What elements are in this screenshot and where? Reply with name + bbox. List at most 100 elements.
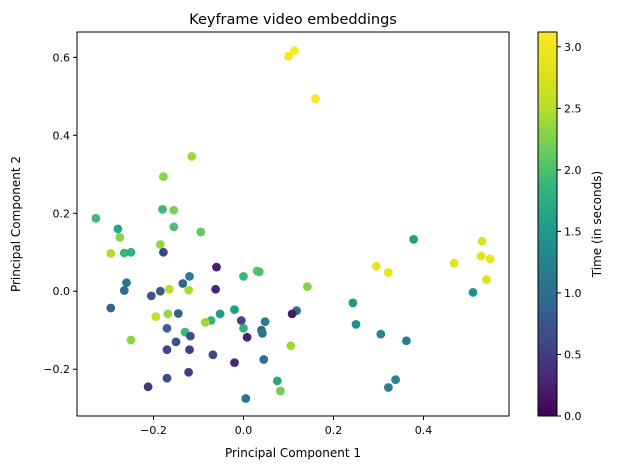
scatter-point-48 — [151, 312, 161, 321]
scatter-point-69 — [259, 355, 269, 364]
scatter-point-46 — [163, 309, 173, 319]
scatter-point-13 — [106, 249, 116, 258]
scatter-point-55 — [239, 323, 248, 333]
scatter-point-27 — [239, 272, 248, 281]
scatter-point-59 — [376, 329, 386, 339]
scatter-point-54 — [162, 323, 172, 333]
scatter-point-20 — [485, 254, 495, 264]
scatter-point-37 — [155, 286, 165, 296]
x-axis-ticks: −0.2 0.0 0.2 0.4 — [140, 416, 432, 437]
scatter-point-16 — [159, 247, 168, 257]
scatter-point-7 — [91, 213, 101, 223]
y-axis-ticks: −0.2 0.0 0.2 0.4 0.6 — [43, 51, 77, 376]
scatter-point-15 — [126, 247, 136, 257]
colorbar-tick-label: 0.0 — [564, 410, 582, 423]
scatter-point-70 — [230, 358, 239, 367]
scatter-point-58 — [258, 329, 267, 338]
colorbar-tick-label: 0.5 — [564, 348, 582, 361]
y-tick-label: 0.2 — [53, 207, 71, 220]
x-tick-label: 0.0 — [235, 424, 253, 437]
colorbar-tick-label: 1.0 — [564, 287, 582, 300]
scatter-point-21 — [449, 258, 459, 268]
scatter-point-78 — [241, 394, 251, 403]
scatter-point-65 — [286, 341, 296, 351]
scatter-point-64 — [171, 337, 181, 347]
scatter-point-52 — [200, 318, 210, 327]
scatter-point-17 — [409, 235, 418, 244]
colorbar-tick-label: 2.5 — [564, 102, 582, 115]
scatter-point-28 — [185, 272, 194, 281]
scatter-point-36 — [119, 286, 129, 295]
scatter-point-38 — [468, 288, 478, 297]
colorbar-ticks: 0.0 0.5 1.0 1.5 2.0 2.5 3.0 — [557, 41, 582, 423]
scatter-point-53 — [351, 320, 361, 329]
scatter-point-45 — [287, 309, 297, 319]
scatter-point-63 — [126, 335, 136, 345]
scatter-point-19 — [476, 251, 486, 261]
scatter-point-1 — [284, 51, 293, 61]
scatter-point-39 — [146, 291, 156, 301]
scatter-point-0 — [290, 46, 299, 56]
scatter-point-61 — [242, 332, 252, 342]
y-tick-label: 0.0 — [53, 285, 71, 298]
colorbar-tick-label: 2.0 — [564, 164, 582, 177]
x-tick-label: −0.2 — [140, 424, 167, 437]
scatter-point-44 — [173, 309, 183, 318]
scatter-point-26 — [384, 268, 393, 277]
scatter-point-40 — [348, 298, 358, 308]
scatter-point-77 — [276, 386, 285, 396]
chart-title: Keyframe video embeddings — [189, 12, 397, 28]
scatter-point-5 — [158, 205, 167, 214]
scatter-point-3 — [187, 152, 197, 161]
scatter-point-74 — [391, 375, 400, 385]
scatter-point-35 — [211, 284, 221, 294]
colorbar — [537, 31, 558, 417]
scatter-point-22 — [371, 261, 381, 271]
scatter-point-25 — [254, 267, 264, 277]
scatter-points — [91, 46, 495, 403]
scatter-point-51 — [260, 317, 270, 327]
scatter-point-34 — [184, 285, 194, 295]
scatter-point-60 — [186, 331, 195, 341]
y-tick-label: 0.6 — [53, 51, 71, 64]
y-axis-label: Principal Component 2 — [9, 156, 23, 292]
scatter-point-62 — [402, 336, 411, 346]
scatter-point-2 — [311, 94, 320, 104]
scatter-point-6 — [169, 205, 179, 215]
y-tick-label: −0.2 — [43, 363, 70, 376]
colorbar-tick-label: 1.5 — [564, 225, 582, 238]
scatter-point-68 — [208, 350, 218, 360]
scatter-point-71 — [184, 367, 194, 377]
scatter-point-75 — [143, 382, 153, 392]
scatter-point-42 — [230, 305, 239, 314]
scatter-point-8 — [169, 222, 179, 232]
scatter-point-31 — [178, 279, 188, 288]
scatter-point-47 — [215, 309, 225, 319]
colorbar-label: Time (in seconds) — [590, 171, 604, 278]
scatter-point-30 — [122, 278, 131, 288]
scatter-point-32 — [303, 282, 312, 291]
scatter-point-67 — [185, 345, 194, 355]
scatter-point-9 — [113, 224, 123, 234]
x-axis-label: Principal Component 1 — [225, 446, 361, 460]
scatter-point-11 — [115, 233, 125, 242]
x-tick-label: 0.2 — [325, 424, 343, 437]
colorbar-tick-label: 3.0 — [564, 41, 582, 54]
scatter-point-18 — [477, 236, 487, 246]
plot-frame — [76, 31, 510, 417]
scatter-point-10 — [196, 227, 206, 237]
scatter-point-73 — [272, 376, 282, 386]
scatter-point-29 — [482, 275, 491, 284]
scatter-point-72 — [162, 373, 172, 383]
scatter-point-41 — [106, 303, 116, 313]
x-tick-label: 0.4 — [415, 424, 433, 437]
scatter-point-76 — [384, 383, 393, 392]
y-tick-label: 0.4 — [53, 129, 71, 142]
scatter-point-12 — [155, 240, 165, 249]
scatter-point-66 — [162, 345, 172, 355]
scatter-point-49 — [236, 316, 246, 325]
scatter-point-33 — [164, 284, 174, 294]
scatter-point-23 — [212, 262, 221, 272]
scatter-point-4 — [159, 172, 168, 182]
